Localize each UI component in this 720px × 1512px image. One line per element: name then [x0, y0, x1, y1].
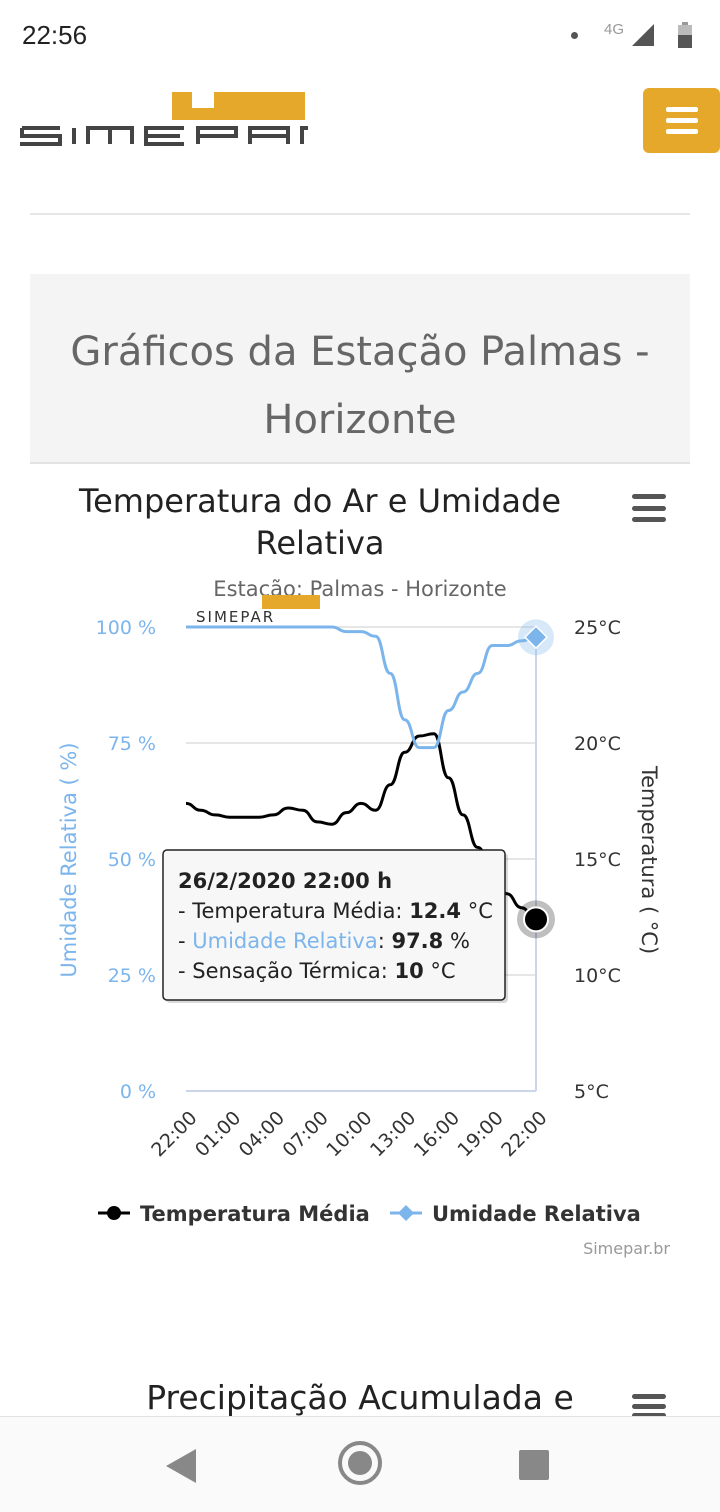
menu-icon-bar: [632, 1413, 666, 1418]
x-tick-label: 07:00: [279, 1107, 333, 1161]
header-divider: [30, 213, 690, 215]
network-type: 4G: [603, 20, 624, 38]
y-right-tick-label: 10°C: [574, 965, 621, 987]
status-icons: 4G: [570, 20, 694, 48]
y-left-tick-label: 75 %: [108, 733, 156, 755]
chart-subtitle: Estação: Palmas - Horizonte: [213, 577, 506, 601]
page-title-line1: Gráficos da Estação Palmas -: [70, 329, 650, 375]
x-tick-label: 19:00: [454, 1107, 508, 1161]
chart-credits[interactable]: Simepar.br: [583, 1239, 670, 1258]
legend-item-temperatura[interactable]: Temperatura Média: [98, 1202, 370, 1226]
back-icon[interactable]: [166, 1449, 196, 1483]
home-icon[interactable]: [338, 1441, 382, 1485]
hamburger-icon-bar: [665, 118, 698, 123]
legend-label-umidade: Umidade Relativa: [432, 1202, 641, 1226]
menu-icon-bar: [632, 1403, 666, 1409]
simepar-logo[interactable]: [20, 90, 310, 158]
legend-circle-marker: [107, 1206, 121, 1220]
y-axis-left-label: Umidade Relativa ( %): [57, 742, 81, 977]
y-right-tick-label: 25°C: [574, 617, 621, 639]
tooltip-line-sensacao: - Sensação Térmica: 10 °C: [178, 959, 456, 983]
x-tick-label: 22:00: [147, 1107, 201, 1161]
chart-watermark-logo: SIMEPAR: [196, 595, 320, 626]
site-header: [0, 72, 720, 192]
menu-icon-bar: [632, 494, 666, 499]
y-left-tick-label: 50 %: [108, 849, 156, 871]
y-left-tick-label: 25 %: [108, 965, 156, 987]
menu-icon-bar: [632, 517, 666, 522]
y-left-tick-label: 0 %: [120, 1081, 156, 1103]
chart-tooltip: 26/2/2020 22:00 h - Temperatura Média: 1…: [162, 849, 508, 1003]
page-title: Gráficos da Estação Palmas - Horizonte: [30, 318, 690, 454]
chart-context-menu-button[interactable]: [632, 494, 666, 522]
legend-item-umidade[interactable]: Umidade Relativa: [390, 1202, 641, 1226]
system-nav-bar: [0, 1416, 720, 1512]
x-tick-label: 10:00: [322, 1107, 376, 1161]
x-tick-label: 04:00: [235, 1107, 289, 1161]
chart-title-line1: Temperatura do Ar e Umidade: [78, 482, 561, 520]
tooltip-line-temperatura: - Temperatura Média: 12.4 °C: [178, 899, 493, 923]
legend-label-temperatura: Temperatura Média: [140, 1202, 370, 1226]
legend: Temperatura Média Umidade Relativa: [98, 1202, 641, 1226]
menu-icon-bar: [632, 505, 666, 511]
menu-button[interactable]: [643, 88, 720, 153]
x-tick-label: 16:00: [410, 1107, 464, 1161]
series-line-temperatura: [185, 732, 537, 921]
x-tick-label: 01:00: [191, 1107, 245, 1161]
y-left-tick-label: 100 %: [96, 617, 156, 639]
signal-icon: [632, 24, 654, 46]
chart-svg: Temperatura do Ar e Umidade Relativa Est…: [57, 482, 670, 1258]
x-tick-label: 13:00: [366, 1107, 420, 1161]
status-time: 22:56: [22, 20, 88, 50]
page-title-line2: Horizonte: [263, 397, 457, 443]
series-line-umidade: [186, 625, 537, 750]
tooltip-line-umidade: - Umidade Relativa: 97.8 %: [178, 929, 470, 953]
next-chart-context-menu-button[interactable]: [632, 1394, 666, 1418]
next-chart-title: Precipitação Acumulada e: [146, 1378, 574, 1417]
battery-icon: [678, 22, 692, 48]
page-title-box: Gráficos da Estação Palmas - Horizonte: [30, 274, 690, 464]
y-axis-right-label: Temperatura ( °C): [637, 765, 661, 954]
y-right-tick-label: 15°C: [574, 849, 621, 871]
y-right-tick-label: 5°C: [574, 1081, 609, 1103]
hover-marker-umidade: [523, 625, 549, 650]
legend-diamond-marker: [398, 1205, 414, 1221]
x-tick-label: 22:00: [497, 1107, 551, 1161]
hamburger-icon-bar: [665, 129, 698, 134]
notification-dot-icon: [570, 31, 578, 39]
hover-marker-temperatura: [523, 906, 549, 933]
menu-icon-bar: [632, 1394, 666, 1399]
y-right-tick-label: 20°C: [574, 733, 621, 755]
temperature-humidity-chart: Temperatura do Ar e Umidade Relativa Est…: [0, 464, 720, 1294]
watermark-text: SIMEPAR: [196, 608, 275, 626]
tooltip-header: 26/2/2020 22:00 h: [178, 869, 392, 893]
chart-title-line2: Relativa: [256, 524, 385, 562]
status-bar: 22:56 4G: [0, 0, 720, 72]
hamburger-icon-bar: [665, 107, 698, 112]
recent-apps-icon[interactable]: [519, 1450, 549, 1480]
